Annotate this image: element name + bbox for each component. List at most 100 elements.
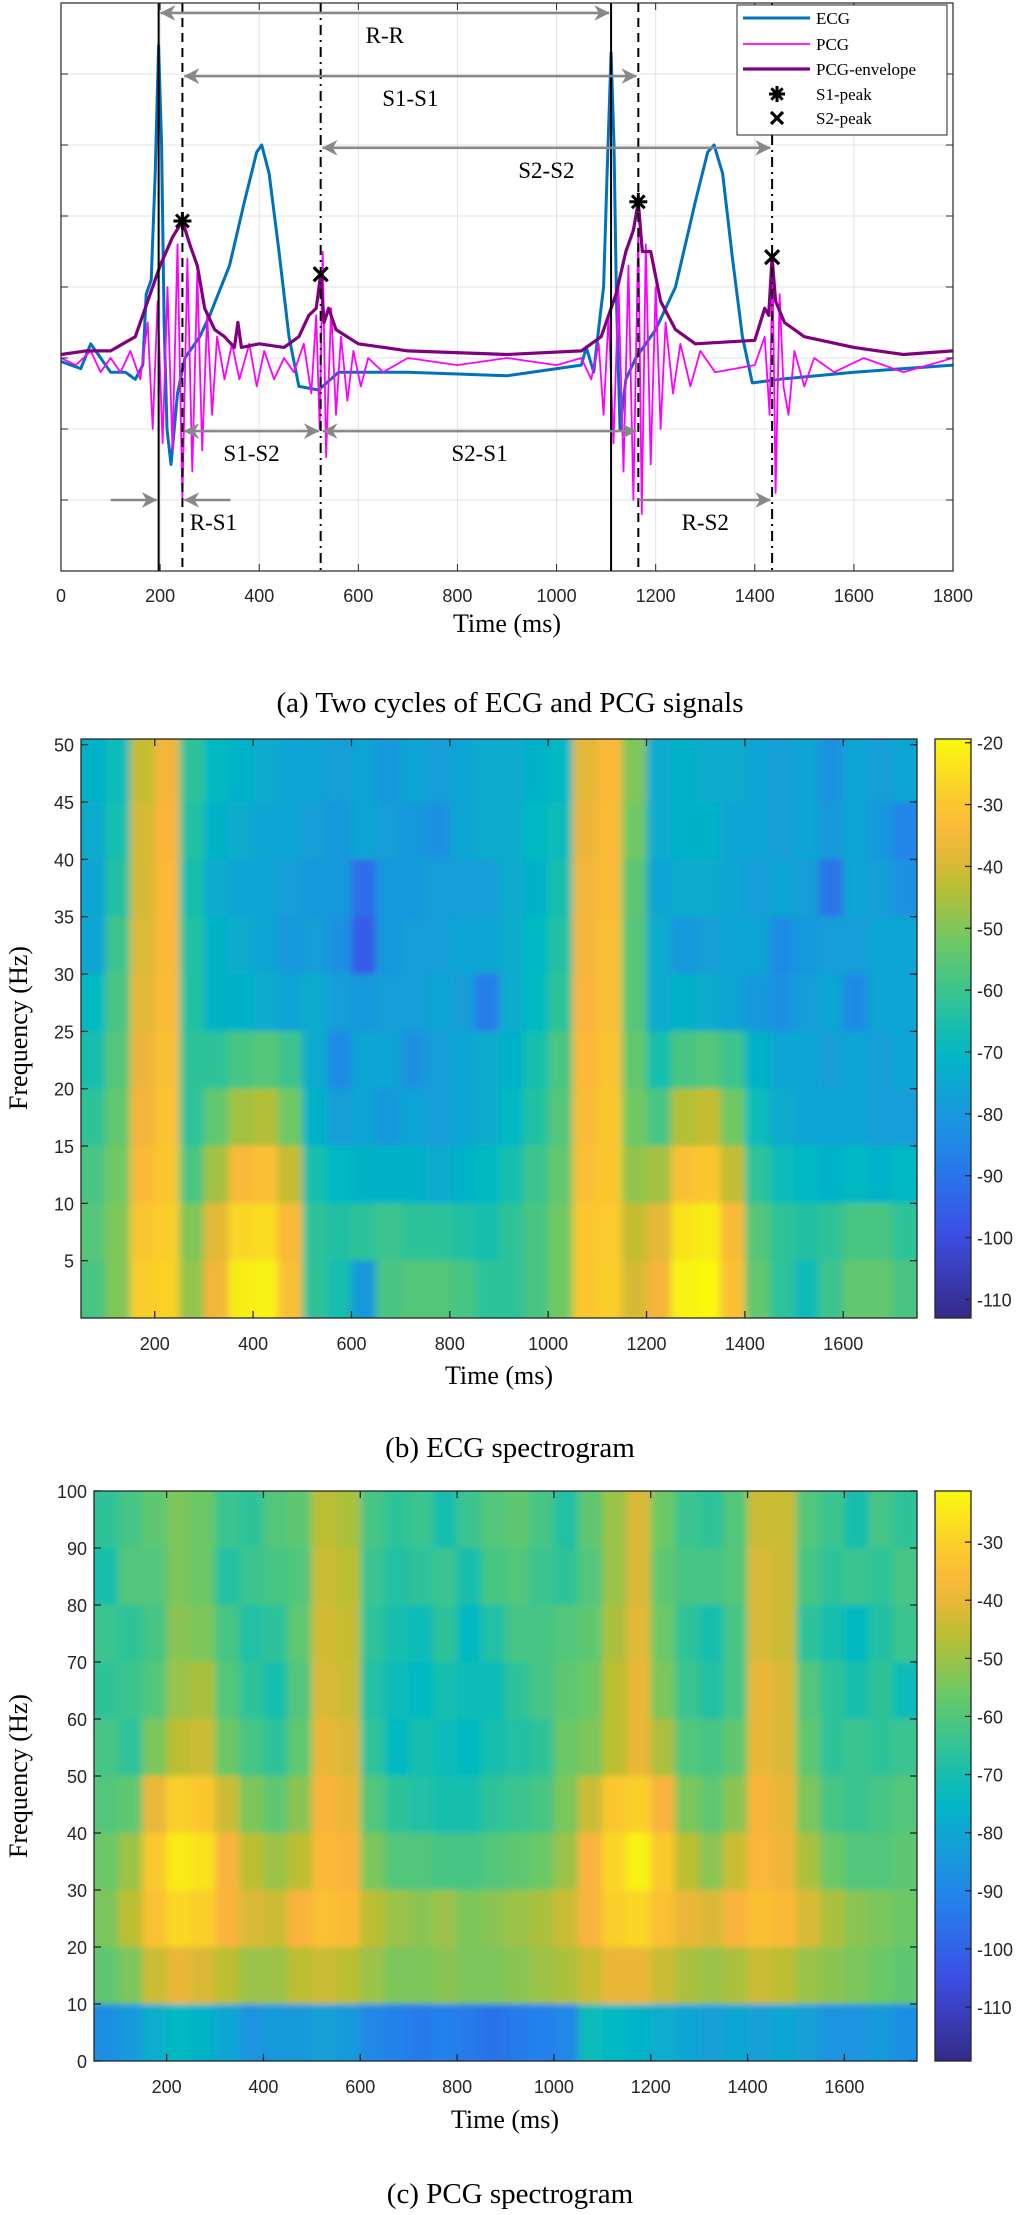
heatmap-cell [142,1548,168,1606]
heatmap-cell [795,1890,821,1948]
heatmap-cell [277,1203,303,1262]
heatmap-cell [326,1260,352,1318]
heatmap-cell [578,1662,603,1720]
heatmap-cell [720,739,746,803]
heatmap-cell [287,1491,313,1549]
heatmap-cell [215,2004,240,2061]
heatmap-cell [646,802,672,860]
heatmap-cell [572,739,598,803]
colorbar-c: -30 -40 -50 -60 -70 -80 -90 -100 -110 [934,1490,1013,2062]
heatmap-cell [671,916,697,975]
heatmap-cell [179,859,205,918]
heatmap-cell [154,1260,180,1318]
heatmap-cell [263,1491,289,1549]
heatmap-cell [769,739,795,803]
heatmap-cell [336,1719,361,1777]
y-tick-label-b: 40 [54,850,74,870]
heatmap-cell [548,916,574,975]
heatmap-cell [723,2004,749,2061]
heatmap-cell [105,1088,131,1147]
heatmap-cell [408,1776,434,1834]
heatmap-cell [228,739,254,803]
heatmap-cell [529,1776,555,1834]
x-axis-label-c: Time (ms) [451,2105,559,2134]
heatmap-cell [481,1890,506,1948]
heatmap-cell [523,1031,549,1090]
x-tick-label-c: 1000 [534,2077,574,2097]
heatmap-cell [747,1890,773,1948]
heatmap-cell [142,1833,168,1891]
heatmap-cell [578,1605,603,1663]
heatmap-cell [376,1031,402,1090]
colorbar-tick-label-c: -80 [977,1824,1003,1844]
heatmap-cell [94,1719,119,1777]
heatmap-cell [650,1890,676,1948]
heatmap-cell [626,1776,652,1834]
heatmap-cell [867,1088,893,1147]
heatmap-cell [287,1605,313,1663]
heatmap-cell [844,1947,870,2005]
heatmap-cell [621,1203,648,1262]
heatmap-cell [820,1719,845,1777]
y-tick-label-b: 30 [54,965,74,985]
interval-label-s1-s1: S1-S1 [382,86,438,111]
heatmap-cell [720,974,746,1032]
legend-label-pcg-envelope: PCG-envelope [816,60,916,79]
heatmap-cell [747,1947,773,2005]
heatmap-cell [94,1548,119,1606]
heatmap-cell [94,1890,119,1948]
heatmap-cell [336,1662,361,1720]
heatmap-cell [695,1088,721,1147]
heatmap-cell [400,1031,426,1090]
heatmap-cell [81,1203,107,1262]
heatmap-cell [892,1719,917,1777]
heatmap-cell [671,1146,697,1204]
heatmap-cell [190,1833,216,1891]
heatmap-cell [311,1605,337,1663]
heatmap-cell [844,1890,870,1948]
heatmap-cell [277,859,303,918]
heatmap-cell [843,916,869,975]
heatmap-cell [228,1260,254,1318]
heatmap-cell [818,1031,844,1090]
heatmap-cell [867,916,893,975]
heatmap-cell [626,1605,652,1663]
heatmap-cell [351,1031,377,1090]
heatmap-cell [130,1088,156,1147]
heatmap-cell [253,1260,279,1318]
heatmap-cell [351,1146,377,1204]
heatmap-cell [843,802,869,860]
heatmap-cell [449,1260,475,1318]
x-tick-label-b: 800 [435,1334,465,1354]
heatmap-cell [105,859,131,918]
heatmap-cell [287,1548,313,1606]
heatmap-cell [650,1548,676,1606]
heatmap-cell [499,1203,525,1262]
heatmap-cell [818,739,844,803]
heatmap-cell [130,859,156,918]
heatmap-cell [351,859,377,918]
heatmap-cell [408,1947,434,2005]
x-tick-label-c: 1600 [824,2077,864,2097]
heatmap-cell [868,1605,894,1663]
heatmap-cell [892,1260,917,1318]
heatmap-cell [302,859,328,918]
heatmap-cell [553,1947,579,2005]
heatmap-cell [449,739,475,803]
series-line-pcg [61,229,953,516]
x-tick-label-a: 800 [442,586,472,606]
heatmap-cell [523,916,549,975]
heatmap-cell [597,739,623,803]
heatmap-cell [432,1776,458,1834]
heatmap-cell [408,1548,434,1606]
heatmap-cell [572,974,598,1032]
y-tick-label-c: 0 [77,2052,87,2072]
heatmap-cell [548,1203,574,1262]
heatmap-cell [474,916,500,975]
heatmap-cell [499,916,525,975]
heatmap-cell [400,739,426,803]
heatmap-cell [818,1088,844,1147]
heatmap-cell [843,1088,869,1147]
heatmap-cell [723,1605,749,1663]
heatmap-cell [432,1605,458,1663]
